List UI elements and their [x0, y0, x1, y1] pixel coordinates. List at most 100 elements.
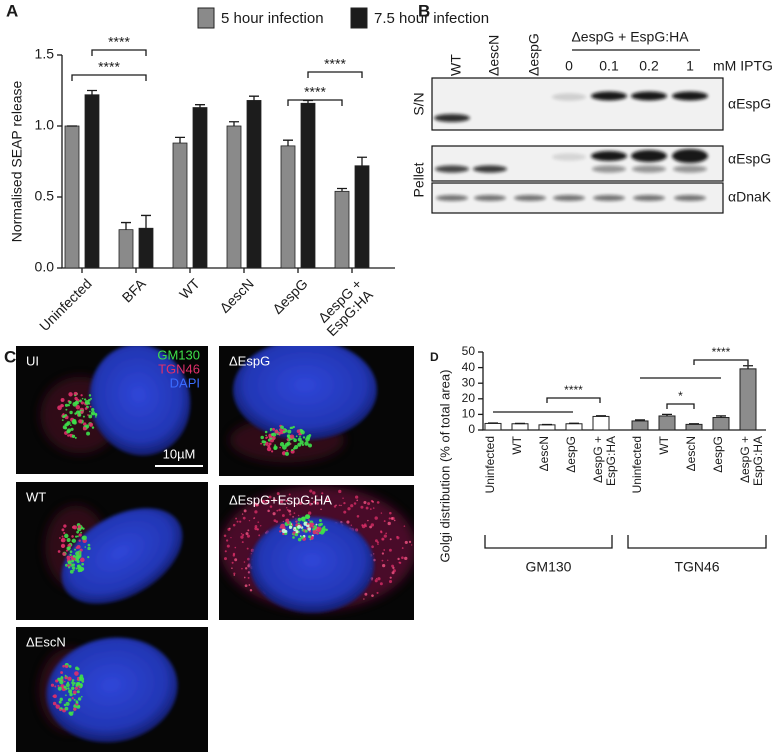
fluorescence-speck	[62, 552, 66, 556]
fluorescence-speck	[266, 499, 269, 503]
x-tick-label: ΔespG	[269, 275, 311, 317]
fluorescence-speck	[350, 504, 354, 508]
fluorescence-speck	[292, 515, 294, 518]
fluorescence-speck	[383, 520, 386, 522]
fluorescence-speck	[62, 413, 65, 416]
fluorescence-speck	[74, 686, 79, 690]
fluorescence-speck	[286, 438, 289, 441]
fluorescence-speck	[312, 530, 317, 535]
image-label: ΔEscN	[26, 634, 66, 649]
fluorescence-speck	[76, 690, 80, 694]
blot-band	[631, 91, 667, 101]
fluorescence-speck	[236, 520, 239, 523]
fluorescence-speck	[247, 529, 250, 532]
error-bar	[121, 221, 131, 230]
fluorescence-speck	[74, 412, 77, 415]
fluorescence-speck	[388, 548, 392, 552]
fluorescence-speck	[232, 554, 236, 557]
fluorescence-speck	[80, 531, 83, 534]
fluorescence-speck	[66, 555, 71, 560]
fluorescence-speck	[272, 427, 276, 431]
fluorescence-speck	[401, 547, 404, 549]
dose-label: 0.1	[599, 58, 619, 74]
fluorescence-speck	[75, 546, 79, 550]
fluorescence-speck	[297, 437, 302, 442]
fluorescence-speck	[390, 517, 394, 520]
fluorescence-speck	[76, 682, 81, 686]
fluorescence-speck	[354, 528, 359, 532]
fluorescence-speck	[340, 504, 342, 507]
dose-label: 0	[565, 58, 573, 74]
fluorescence-speck	[72, 554, 76, 558]
fluorescence-speck	[71, 681, 74, 684]
fluorescence-speck	[258, 534, 261, 537]
significance-label: ****	[98, 59, 120, 75]
fluorescence-speck	[264, 430, 268, 434]
fluorescence-speck	[79, 676, 82, 679]
fluorescence-speck	[279, 526, 282, 529]
fluorescence-speck	[243, 576, 246, 579]
fluorescence-speck	[273, 519, 277, 522]
fluorescence-speck	[367, 502, 371, 506]
fluorescence-speck	[249, 588, 253, 592]
blot-panel: B WT ΔescN ΔespG ΔespG + EspG:HA 0 0.1 0.2 1 mM I…	[411, 1, 773, 214]
fluorescence-speck	[239, 520, 242, 523]
fluorescence-speck	[254, 527, 258, 531]
fluorescence-speck	[375, 539, 378, 543]
fluorescence-speck	[288, 509, 292, 513]
fluorescence-speck	[72, 683, 75, 687]
blot-band	[592, 165, 626, 173]
fluorescence-speck	[292, 533, 294, 536]
fluorescence-speck	[248, 584, 251, 586]
fluorescence-speck	[59, 537, 61, 539]
fluorescence-speck	[371, 594, 374, 597]
fluorescence-speck	[346, 520, 350, 524]
image-label: ΔEspG+EspG:HA	[229, 492, 332, 507]
nucleus	[233, 346, 377, 440]
fluorescence-speck	[244, 567, 248, 570]
image-label: WT	[26, 489, 46, 504]
fluorescence-speck	[389, 576, 392, 579]
fluorescence-speck	[73, 698, 76, 701]
blot-band	[552, 153, 586, 161]
fluorescence-speck	[294, 532, 299, 537]
fluorescence-speck	[376, 501, 380, 504]
fluorescence-speck	[84, 407, 88, 410]
fluorescence-speck	[379, 530, 383, 533]
fluorescence-speck	[355, 495, 359, 499]
fluorescence-speck	[297, 524, 301, 529]
fluorescence-speck	[316, 532, 319, 535]
fluorescence-speck	[68, 664, 72, 668]
x-tick-label: ΔespG + EspG:HA	[738, 436, 765, 489]
fluorescence-speck	[62, 414, 66, 419]
fluorescence-speck	[363, 598, 365, 600]
fluorescence-speck	[86, 431, 91, 436]
fluorescence-speck	[300, 535, 304, 539]
fluorescence-speck	[284, 451, 290, 456]
fluorescence-speck	[374, 579, 378, 583]
fluorescence-speck	[87, 414, 89, 416]
fluorescence-speck	[387, 559, 389, 561]
fluorescence-speck	[299, 440, 304, 445]
fluorescence-speck	[82, 527, 85, 530]
fluorescence-speck	[61, 686, 64, 688]
fluorescence-speck	[278, 508, 281, 512]
fluorescence-speck	[90, 397, 93, 400]
error-bar	[175, 136, 185, 144]
fluorescence-speck	[404, 540, 408, 544]
fluorescence-speck	[71, 540, 74, 542]
channel-label: GM130	[157, 347, 200, 362]
fluorescence-speck	[233, 572, 236, 575]
fluorescence-speck	[372, 507, 375, 509]
fluorescence-speck	[248, 519, 251, 522]
fluorescence-speck	[247, 564, 251, 568]
fluorescence-speck	[321, 492, 324, 495]
bar	[64, 125, 80, 269]
fluorescence-speck	[289, 434, 295, 439]
fluorescence-speck	[299, 435, 301, 438]
fluorescence-speck	[71, 559, 75, 563]
fluorescence-speck	[260, 525, 262, 527]
fluorescence-speck	[298, 501, 303, 505]
fluorescence-speck	[60, 398, 65, 402]
fluorescence-speck	[306, 435, 311, 440]
